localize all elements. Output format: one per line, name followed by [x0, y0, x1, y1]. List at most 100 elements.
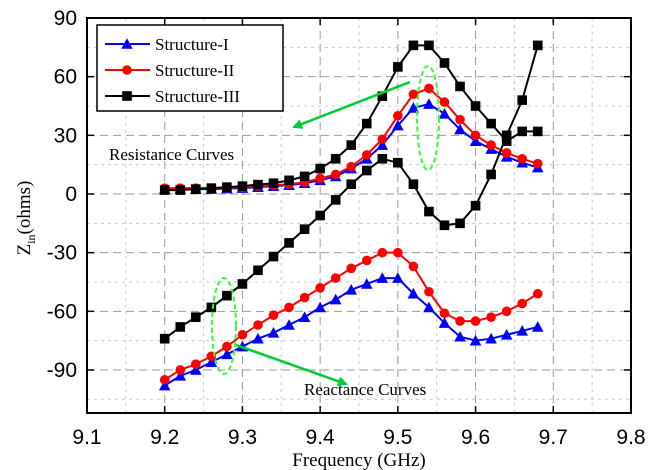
structure-ii-point: [532, 288, 543, 299]
structure-i-point: [438, 108, 451, 119]
structure-iii-point: [284, 238, 294, 248]
structure-ii-point: [424, 83, 434, 94]
structure-ii-point: [253, 320, 263, 330]
structure-i-point: [345, 284, 358, 295]
plot-frame: [86, 17, 632, 414]
structure-i-point: [392, 272, 404, 283]
structure-ii-point: [377, 247, 388, 258]
structure-i-point: [469, 334, 482, 346]
structure-iii-point: [206, 183, 217, 193]
reactance-label: Reactance Curves: [304, 380, 426, 399]
structure-iii-point: [393, 157, 403, 168]
structure-ii-point: [408, 261, 419, 272]
structure-iii-point: [424, 206, 434, 217]
structure-i-point: [360, 278, 373, 289]
y-tick-label: 60: [54, 66, 77, 89]
structure-iii-point: [361, 118, 372, 129]
y-axis-title: Zin(ohms): [14, 181, 38, 256]
structure-i-point: [392, 119, 404, 131]
y-tick-label: 90: [54, 7, 77, 30]
structure-i-point: [298, 311, 311, 322]
structure-ii-point: [517, 298, 527, 309]
structure-iii-point: [253, 265, 263, 276]
structure-i-point: [329, 293, 342, 305]
structure-ii-point: [439, 97, 450, 107]
series-structure-iii: [159, 40, 543, 344]
structure-i-point: [252, 332, 264, 344]
structure-ii-point: [532, 158, 543, 169]
structure-iii-point: [222, 182, 232, 192]
structure-iii-point: [330, 195, 341, 205]
structure-ii-point: [315, 283, 325, 293]
structure-iii-point: [361, 165, 372, 176]
structure-ii-point: [486, 312, 496, 322]
svg-text:Zin(ohms): Zin(ohms): [14, 181, 38, 256]
annotations: Resistance Curves Reactance Curves: [109, 65, 440, 399]
structure-iii-point: [237, 279, 248, 289]
structure-ii-point: [175, 365, 186, 375]
legend: Structure-I Structure-II Structure-III: [96, 24, 284, 112]
structure-iii-point: [175, 185, 186, 195]
structure-iii-point: [191, 312, 201, 322]
structure-i-point: [454, 330, 466, 342]
reactance-arrow: [235, 343, 348, 387]
structure-iii-point: [455, 218, 465, 229]
structure-iii-point: [486, 118, 496, 129]
structure-ii-point: [501, 148, 512, 158]
x-axis-title: Frequency (GHz): [292, 450, 425, 470]
structure-i-point: [205, 356, 218, 367]
y-tick-label: 30: [54, 124, 77, 147]
structure-i-point: [376, 272, 389, 283]
structure-iii-point: [206, 302, 217, 313]
legend-marker-structure-ii: [122, 65, 132, 75]
x-tick-label: 9.5: [383, 426, 412, 449]
structure-iii-point: [268, 251, 279, 262]
x-tick-label: 9.3: [228, 426, 257, 449]
structure-iii-point: [346, 140, 357, 150]
structure-iii-point: [191, 184, 201, 194]
resistance-label: Resistance Curves: [109, 145, 234, 164]
structure-iii-point: [377, 153, 388, 164]
structure-i-point: [376, 139, 389, 150]
structure-i-point: [454, 123, 466, 135]
structure-iii-point: [159, 185, 170, 195]
legend-label-structure-i: Structure-I: [155, 35, 229, 54]
structure-iii-point: [222, 290, 232, 301]
structure-iii-point: [408, 40, 419, 51]
structure-iii-point: [470, 101, 481, 111]
structure-i-point: [531, 321, 544, 332]
structure-ii-point: [377, 134, 388, 145]
x-tick-label: 9.1: [72, 426, 101, 449]
y-axis-title-unit: (ohms): [14, 181, 35, 235]
structure-iii-point: [299, 224, 310, 234]
structure-ii-point: [191, 359, 201, 369]
legend-marker-structure-i: [121, 38, 133, 49]
structure-i-point: [438, 317, 451, 328]
x-tick-label: 9.6: [461, 426, 490, 449]
structure-iii-point: [486, 169, 496, 180]
structure-ii-point: [470, 316, 481, 326]
structure-iii-point: [470, 200, 481, 211]
structure-ii-point: [330, 169, 341, 180]
structure-iii-point: [393, 62, 403, 72]
structure-ii-point: [346, 161, 357, 172]
y-tick-label: -60: [47, 300, 77, 323]
structure-i-point: [516, 325, 528, 336]
structure-ii-point: [393, 247, 403, 258]
structure-iii-point: [175, 322, 186, 332]
structure-i-point: [485, 332, 497, 344]
structure-iii-point: [408, 179, 419, 190]
structure-iii-point: [315, 210, 325, 221]
structure-ii-point: [455, 114, 465, 125]
structure-i-point: [283, 319, 295, 330]
structure-i-point: [469, 135, 482, 146]
y-tick-label: -90: [47, 359, 77, 382]
structure-iii-point: [159, 333, 170, 344]
structure-i-point: [500, 328, 513, 340]
structure-iii-point: [424, 40, 434, 51]
structure-iii-point: [532, 126, 543, 137]
structure-ii-point: [424, 286, 434, 297]
structure-iii-point: [253, 179, 263, 190]
structure-i-point: [190, 364, 202, 375]
